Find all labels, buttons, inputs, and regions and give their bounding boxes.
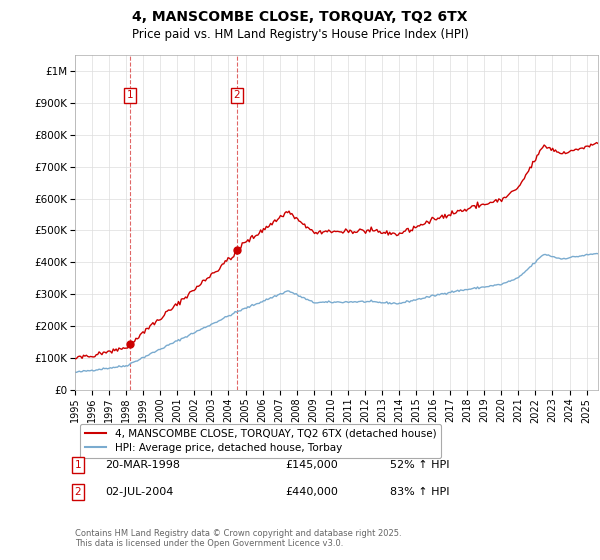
Text: 1: 1 [127, 90, 133, 100]
Text: 4, MANSCOMBE CLOSE, TORQUAY, TQ2 6TX: 4, MANSCOMBE CLOSE, TORQUAY, TQ2 6TX [132, 10, 468, 24]
Text: Price paid vs. HM Land Registry's House Price Index (HPI): Price paid vs. HM Land Registry's House … [131, 28, 469, 41]
Text: 2: 2 [74, 487, 82, 497]
Text: 20-MAR-1998: 20-MAR-1998 [105, 460, 180, 470]
Text: £145,000: £145,000 [285, 460, 338, 470]
Text: £440,000: £440,000 [285, 487, 338, 497]
Text: 1: 1 [74, 460, 82, 470]
Text: Contains HM Land Registry data © Crown copyright and database right 2025.
This d: Contains HM Land Registry data © Crown c… [75, 529, 401, 548]
Text: 52% ↑ HPI: 52% ↑ HPI [390, 460, 449, 470]
Text: 83% ↑ HPI: 83% ↑ HPI [390, 487, 449, 497]
Text: 02-JUL-2004: 02-JUL-2004 [105, 487, 173, 497]
Text: 2: 2 [233, 90, 241, 100]
Legend: 4, MANSCOMBE CLOSE, TORQUAY, TQ2 6TX (detached house), HPI: Average price, detac: 4, MANSCOMBE CLOSE, TORQUAY, TQ2 6TX (de… [80, 424, 442, 458]
